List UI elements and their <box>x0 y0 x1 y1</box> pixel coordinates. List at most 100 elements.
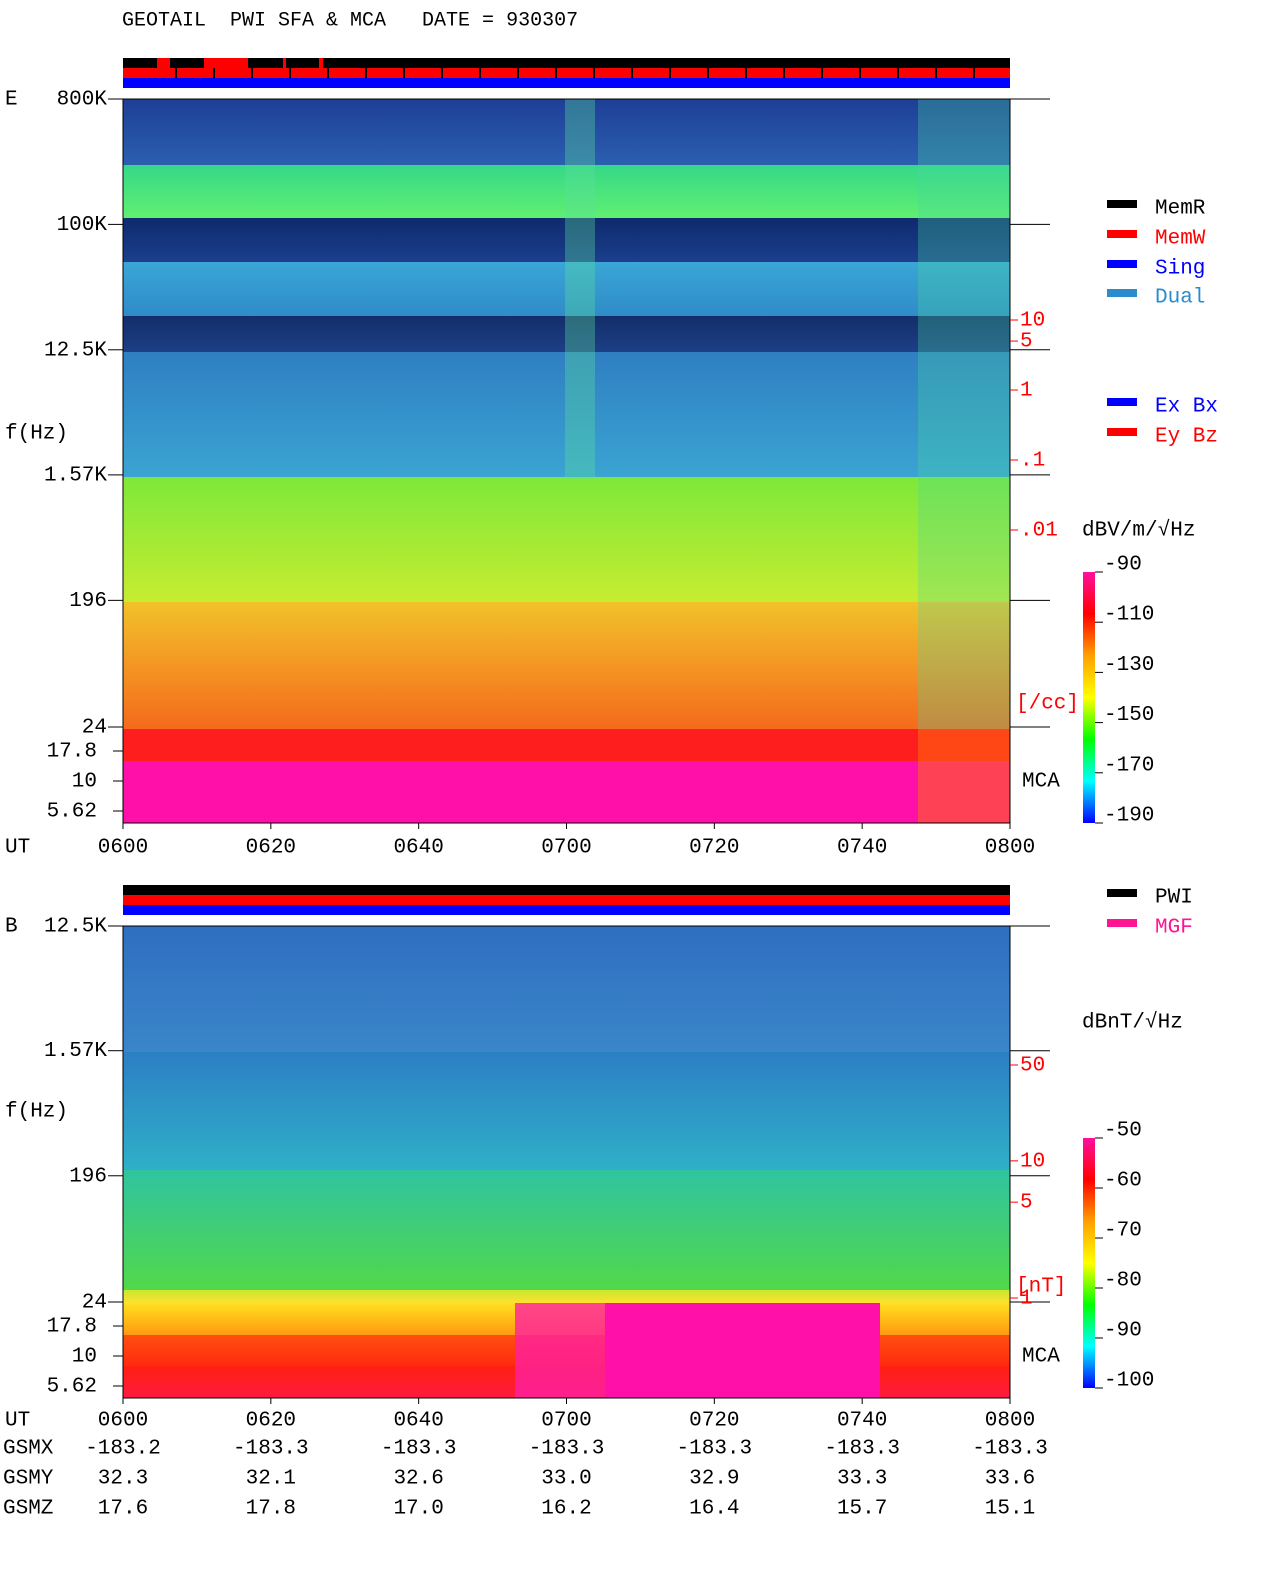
x-tick-label: 0700 <box>541 837 591 860</box>
colorbar-label: dBV/m/√Hz <box>1082 519 1195 543</box>
orbit-row-label: GSMY <box>3 1468 54 1491</box>
legend-label: MemW <box>1155 228 1206 251</box>
colorbar-tick-label: -90 <box>1104 1320 1142 1343</box>
spectrogram-band <box>123 926 1010 1052</box>
status-bar <box>123 895 1010 905</box>
orbit-value: -183.3 <box>381 1438 457 1461</box>
status-segment <box>669 68 671 78</box>
y-tick-label: 24 <box>82 717 107 740</box>
orbit-value: 15.7 <box>837 1498 887 1521</box>
mca-tick-label: 10 <box>72 771 97 794</box>
mca-label: MCA <box>1022 1346 1060 1369</box>
status-segment <box>935 68 937 78</box>
status-segment <box>859 68 861 78</box>
colorbar-tick-label: -100 <box>1104 1370 1154 1393</box>
density-tick-label: 5 <box>1020 1192 1033 1215</box>
x-axis-label: UT <box>5 837 30 860</box>
colorbar <box>1083 1138 1095 1388</box>
status-segment <box>707 68 709 78</box>
status-segment <box>593 68 595 78</box>
colorbar-tick-label: -70 <box>1104 1220 1142 1243</box>
spectrogram-band <box>123 1290 1010 1303</box>
spectrogram-patch <box>515 1303 605 1398</box>
x-tick-label: 0640 <box>393 837 443 860</box>
legend-swatch <box>1107 398 1137 406</box>
orbit-value: 17.8 <box>246 1498 296 1521</box>
spectrogram-band <box>123 729 1010 761</box>
spectrogram-band <box>123 352 1010 477</box>
status-bar <box>123 905 1010 915</box>
orbit-value: 33.3 <box>837 1468 887 1491</box>
orbit-value: 33.6 <box>985 1468 1035 1491</box>
colorbar-tick-label: -130 <box>1104 654 1154 677</box>
x-tick-label: 0800 <box>985 837 1035 860</box>
orbit-row-label: GSMZ <box>3 1498 53 1521</box>
y-tick-label: 12.5K <box>44 339 107 362</box>
spectrogram-band <box>123 218 1010 262</box>
status-segment <box>897 68 899 78</box>
status-segment <box>213 68 215 78</box>
status-segment <box>283 58 286 68</box>
legend-swatch <box>1107 260 1137 268</box>
orbit-value: 17.6 <box>98 1498 148 1521</box>
orbit-value: -183.2 <box>85 1438 161 1461</box>
legend-label: MGF <box>1155 917 1193 940</box>
panel-label: B <box>5 916 18 939</box>
mca-tick-label: 17.8 <box>47 1316 97 1339</box>
colorbar-tick-label: -60 <box>1104 1170 1142 1193</box>
legend-label: PWI <box>1155 887 1193 910</box>
x-tick-label: 0620 <box>246 837 296 860</box>
status-segment <box>175 68 177 78</box>
status-segment <box>821 68 823 78</box>
y-tick-label: 196 <box>69 1165 107 1188</box>
legend-label: Dual <box>1155 287 1205 310</box>
density-tick-label: 5 <box>1020 331 1033 354</box>
legend-swatch <box>1107 200 1137 208</box>
orbit-row-label: GSMX <box>3 1438 54 1461</box>
spectrogram-band <box>123 316 1010 352</box>
legend-swatch <box>1107 289 1137 297</box>
status-segment <box>204 58 248 68</box>
spectrogram-band <box>123 99 1010 165</box>
y-axis-label: f(Hz) <box>5 1101 68 1124</box>
y-tick-label: 1.57K <box>44 464 107 487</box>
y-tick-label: 12.5K <box>44 916 107 939</box>
y-tick-label: 1.57K <box>44 1040 107 1063</box>
mca-label: MCA <box>1022 771 1060 794</box>
y-tick-label: 196 <box>69 590 107 613</box>
density-tick-label: 10 <box>1020 310 1045 333</box>
status-segment <box>251 68 253 78</box>
legend-label: Ey Bz <box>1155 426 1218 449</box>
orbit-value: 15.1 <box>985 1498 1035 1521</box>
status-segment <box>631 68 633 78</box>
colorbar-tick-label: -80 <box>1104 1270 1142 1293</box>
legend-label: MemR <box>1155 198 1206 221</box>
x-tick-label: 0720 <box>689 837 739 860</box>
status-segment <box>289 68 291 78</box>
density-unit: [/cc] <box>1016 693 1079 716</box>
status-segment <box>745 68 747 78</box>
x-tick-label: 0620 <box>246 1410 296 1433</box>
y-tick-label: 800K <box>57 89 108 112</box>
legend-swatch <box>1107 428 1137 436</box>
status-bar <box>123 885 1010 895</box>
colorbar-tick-label: -150 <box>1104 704 1154 727</box>
spectrogram-patch <box>605 1303 880 1398</box>
colorbar <box>1083 572 1095 823</box>
density-unit: [nT] <box>1016 1276 1066 1299</box>
y-tick-label: 100K <box>57 214 108 237</box>
colorbar-label: dBnT/√Hz <box>1082 1011 1183 1035</box>
title: GEOTAIL PWI SFA & MCA DATE = 930307 <box>122 9 578 32</box>
legend-label: Sing <box>1155 258 1205 281</box>
status-segment <box>319 58 323 68</box>
orbit-value: 32.9 <box>689 1468 739 1491</box>
orbit-value: -183.3 <box>972 1438 1048 1461</box>
colorbar-tick-label: -90 <box>1104 554 1142 577</box>
status-bar <box>123 58 1010 68</box>
density-tick-label: .1 <box>1020 450 1045 473</box>
x-tick-label: 0640 <box>393 1410 443 1433</box>
mca-tick-label: 5.62 <box>47 1376 97 1399</box>
spectrogram-band <box>123 165 1010 218</box>
status-segment <box>783 68 785 78</box>
